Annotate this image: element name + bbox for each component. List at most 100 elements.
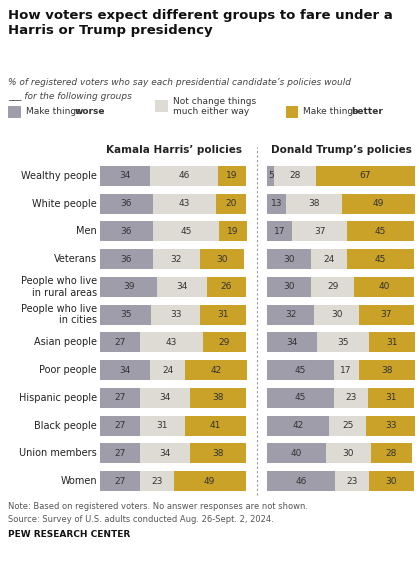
Bar bbox=[274, 166, 316, 186]
Text: 30: 30 bbox=[284, 283, 295, 291]
Bar bbox=[140, 471, 173, 491]
Text: 43: 43 bbox=[165, 338, 177, 347]
Bar bbox=[347, 221, 414, 241]
Bar bbox=[153, 221, 219, 241]
Bar bbox=[267, 471, 335, 491]
Text: Union members: Union members bbox=[19, 448, 97, 459]
Text: 30: 30 bbox=[343, 449, 354, 458]
Bar bbox=[316, 166, 415, 186]
Text: better: better bbox=[352, 108, 383, 116]
Text: 40: 40 bbox=[378, 283, 390, 291]
Text: 30: 30 bbox=[386, 477, 397, 486]
Bar bbox=[185, 416, 246, 435]
Bar bbox=[333, 360, 359, 380]
Bar bbox=[359, 305, 414, 325]
Bar bbox=[311, 249, 347, 269]
Bar bbox=[347, 249, 414, 269]
Text: 34: 34 bbox=[159, 449, 171, 458]
Bar bbox=[140, 416, 185, 435]
Text: Make things: Make things bbox=[303, 108, 361, 116]
Text: 36: 36 bbox=[121, 255, 132, 263]
Text: 36: 36 bbox=[121, 227, 132, 236]
Bar bbox=[100, 388, 140, 408]
Bar bbox=[267, 444, 326, 463]
Text: 45: 45 bbox=[375, 227, 386, 236]
Bar bbox=[158, 277, 207, 297]
Bar bbox=[200, 305, 246, 325]
Text: 19: 19 bbox=[227, 227, 239, 236]
Bar bbox=[311, 277, 354, 297]
Text: 24: 24 bbox=[162, 365, 173, 375]
Text: 37: 37 bbox=[314, 227, 326, 236]
Bar bbox=[100, 471, 140, 491]
Bar bbox=[267, 416, 329, 435]
Text: Veterans: Veterans bbox=[54, 254, 97, 264]
Bar bbox=[267, 221, 292, 241]
Bar bbox=[100, 193, 153, 214]
Bar bbox=[218, 166, 246, 186]
Text: 26: 26 bbox=[221, 283, 232, 291]
Text: Men: Men bbox=[76, 226, 97, 236]
Bar bbox=[267, 277, 311, 297]
Text: 23: 23 bbox=[346, 477, 358, 486]
Bar bbox=[329, 416, 366, 435]
Bar bbox=[100, 221, 153, 241]
Bar bbox=[267, 360, 333, 380]
Text: worse: worse bbox=[74, 108, 105, 116]
Text: 37: 37 bbox=[381, 310, 392, 319]
Text: 34: 34 bbox=[119, 171, 131, 181]
Bar bbox=[366, 416, 415, 435]
Bar bbox=[333, 388, 368, 408]
Bar bbox=[100, 416, 140, 435]
Text: 67: 67 bbox=[360, 171, 371, 181]
Text: 27: 27 bbox=[114, 393, 126, 402]
Text: Hispanic people: Hispanic people bbox=[19, 393, 97, 403]
Text: People who live
in cities: People who live in cities bbox=[21, 304, 97, 325]
Text: 17: 17 bbox=[274, 227, 285, 236]
Text: 49: 49 bbox=[204, 477, 215, 486]
Text: 33: 33 bbox=[170, 310, 181, 319]
Text: 28: 28 bbox=[386, 449, 397, 458]
Bar bbox=[368, 388, 414, 408]
Bar bbox=[369, 332, 415, 353]
Bar bbox=[267, 166, 274, 186]
Text: 35: 35 bbox=[338, 338, 349, 347]
Text: 27: 27 bbox=[114, 449, 126, 458]
Bar bbox=[173, 471, 246, 491]
Bar bbox=[190, 388, 246, 408]
Text: 49: 49 bbox=[373, 199, 384, 208]
Bar bbox=[152, 305, 200, 325]
Text: 34: 34 bbox=[119, 365, 131, 375]
Text: 45: 45 bbox=[294, 365, 306, 375]
Text: 13: 13 bbox=[271, 199, 282, 208]
Text: 30: 30 bbox=[331, 310, 342, 319]
Bar bbox=[292, 221, 347, 241]
Bar bbox=[335, 471, 369, 491]
Bar bbox=[314, 305, 359, 325]
Text: Wealthy people: Wealthy people bbox=[21, 171, 97, 181]
Bar bbox=[200, 249, 244, 269]
Text: Asian people: Asian people bbox=[34, 338, 97, 347]
Text: 23: 23 bbox=[345, 393, 356, 402]
Text: 24: 24 bbox=[323, 255, 335, 263]
Text: People who live
in rural areas: People who live in rural areas bbox=[21, 276, 97, 298]
Bar bbox=[354, 277, 414, 297]
Bar bbox=[190, 444, 246, 463]
Text: 43: 43 bbox=[179, 199, 190, 208]
Bar bbox=[267, 332, 318, 353]
Bar bbox=[267, 193, 286, 214]
Text: Women: Women bbox=[60, 476, 97, 486]
Text: 42: 42 bbox=[210, 365, 222, 375]
Text: 25: 25 bbox=[342, 421, 353, 430]
Bar bbox=[150, 360, 185, 380]
Text: PEW RESEARCH CENTER: PEW RESEARCH CENTER bbox=[8, 530, 131, 539]
Text: 45: 45 bbox=[180, 227, 192, 236]
Bar bbox=[153, 193, 216, 214]
Text: Not change things
much either way: Not change things much either way bbox=[173, 97, 256, 116]
Text: 30: 30 bbox=[216, 255, 228, 263]
Bar bbox=[150, 166, 218, 186]
Bar bbox=[140, 388, 190, 408]
Text: 31: 31 bbox=[217, 310, 228, 319]
Bar bbox=[100, 444, 140, 463]
Text: Poor people: Poor people bbox=[39, 365, 97, 375]
